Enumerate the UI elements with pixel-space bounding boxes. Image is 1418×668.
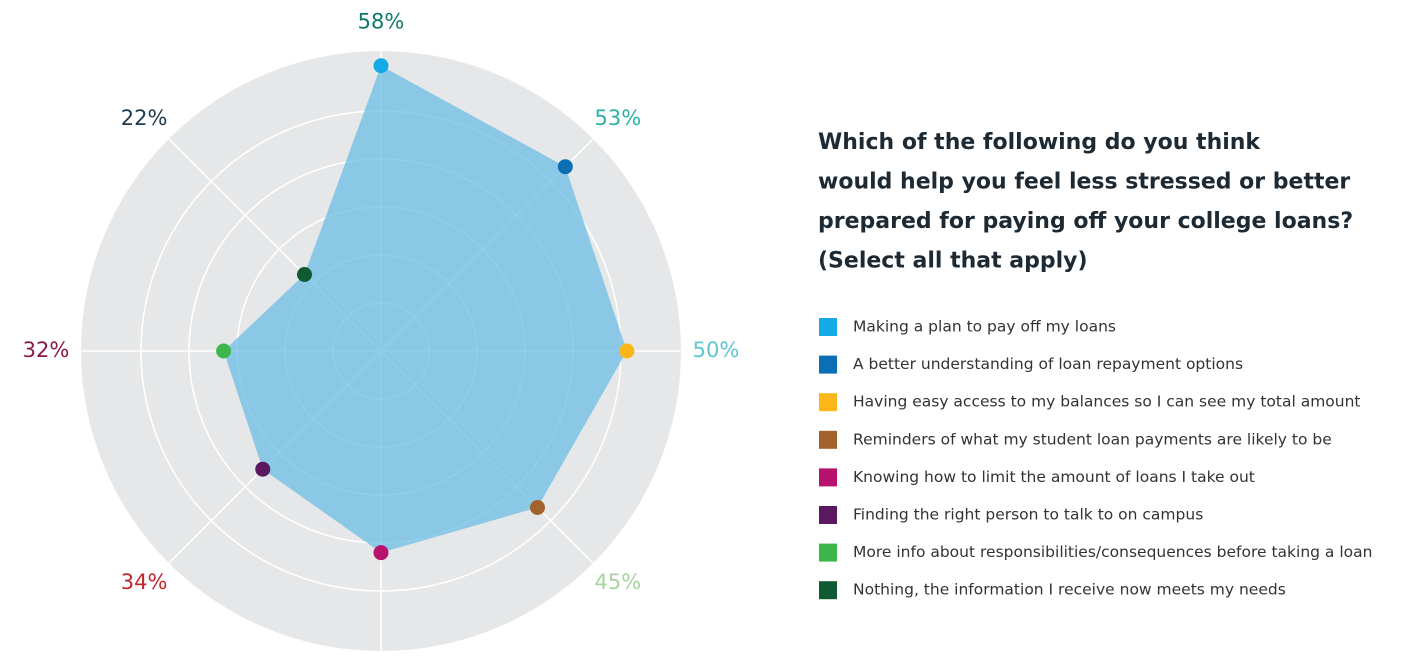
legend-swatch (819, 468, 837, 487)
legend-swatch (819, 581, 837, 600)
legend-label: Finding the right person to talk to on c… (853, 506, 1203, 524)
legend-swatch (819, 506, 837, 524)
legend-label: More info about responsibilities/consequ… (853, 543, 1372, 561)
legend-label: A better understanding of loan repayment… (853, 355, 1243, 373)
value-label: 45% (595, 570, 642, 594)
value-label: 32% (23, 338, 70, 362)
legend-label: Having easy access to my balances so I c… (853, 393, 1361, 411)
legend-label: Reminders of what my student loan paymen… (853, 430, 1332, 448)
value-label: 22% (121, 106, 168, 130)
legend-swatch (819, 393, 837, 412)
radar-area (223, 65, 627, 553)
radar-point (529, 499, 545, 515)
value-label: 34% (121, 570, 168, 594)
value-label: 58% (358, 10, 405, 34)
radar-point (619, 343, 635, 359)
legend-label: Nothing, the information I receive now m… (853, 581, 1286, 599)
value-label: 41% (358, 666, 405, 668)
value-label: 53% (595, 106, 642, 130)
legend-swatch (819, 543, 837, 562)
legend-swatch (819, 318, 837, 336)
radar-point (255, 461, 271, 477)
radar-point (296, 266, 312, 282)
chart-title: prepared for paying off your college loa… (818, 209, 1353, 234)
chart-title: (Select all that apply) (818, 249, 1088, 274)
radar-point (557, 159, 573, 175)
chart-title: would help you feel less stressed or bet… (818, 170, 1350, 195)
legend-label: Knowing how to limit the amount of loans… (853, 468, 1255, 486)
legend-label: Making a plan to pay off my loans (853, 318, 1116, 336)
radar-point (373, 58, 389, 74)
legend-swatch (819, 430, 837, 449)
radar-point (373, 545, 389, 561)
value-label: 50% (693, 338, 740, 362)
legend-swatch (819, 355, 837, 374)
chart-title: Which of the following do you think (818, 130, 1261, 155)
radar-point (216, 343, 232, 359)
